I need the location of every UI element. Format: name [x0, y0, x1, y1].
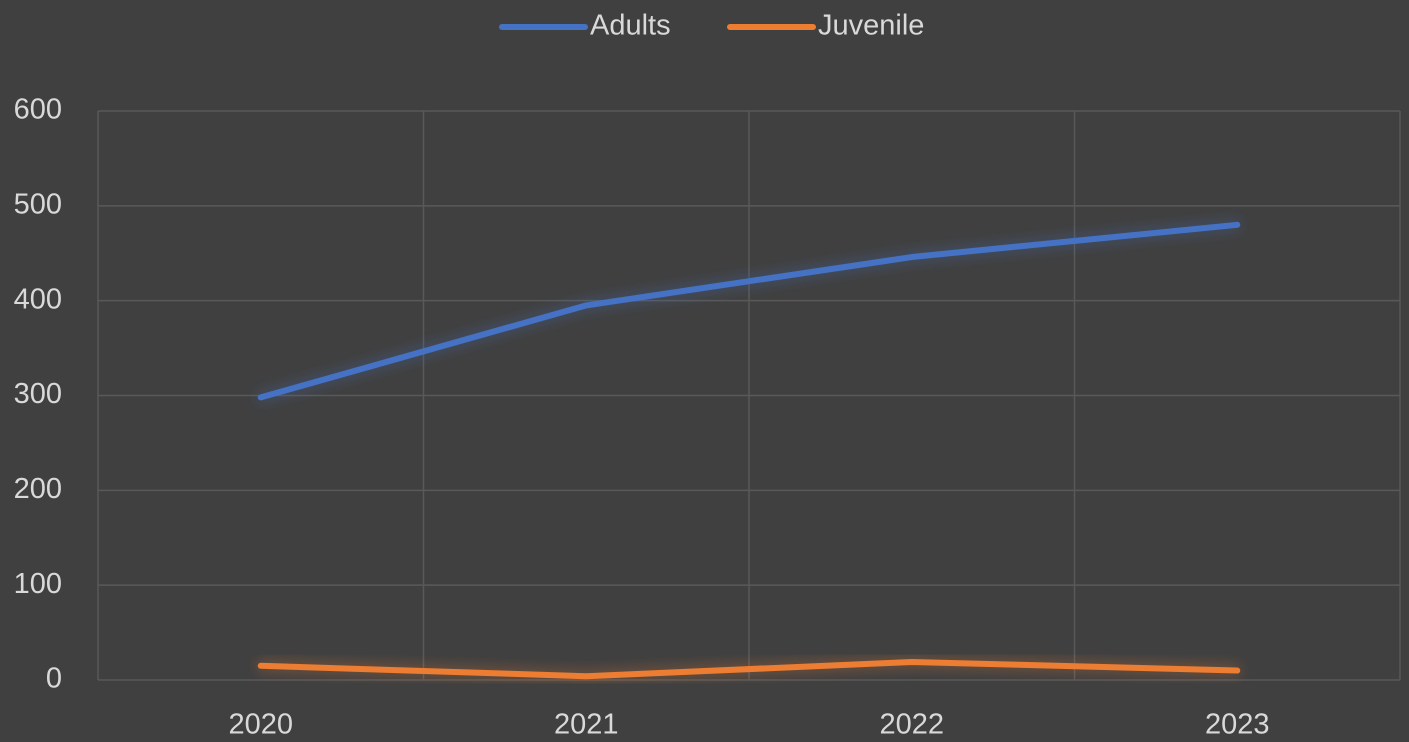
series-line	[257, 658, 1241, 680]
legend-label: Adults	[590, 10, 671, 42]
x-tick-label: 2020	[228, 709, 293, 741]
y-tick-label: 200	[14, 473, 62, 505]
y-tick-label: 500	[14, 188, 62, 220]
y-tick-label: 0	[46, 663, 62, 695]
x-tick-label: 2022	[879, 709, 944, 741]
x-tick-label: 2021	[554, 709, 619, 741]
x-tick-label: 2023	[1205, 709, 1270, 741]
y-tick-label: 400	[14, 283, 62, 315]
legend-label: Juvenile	[818, 10, 924, 42]
y-tick-label: 100	[14, 568, 62, 600]
y-tick-label: 600	[14, 94, 62, 126]
series-line	[257, 221, 1241, 401]
y-tick-label: 300	[14, 378, 62, 410]
